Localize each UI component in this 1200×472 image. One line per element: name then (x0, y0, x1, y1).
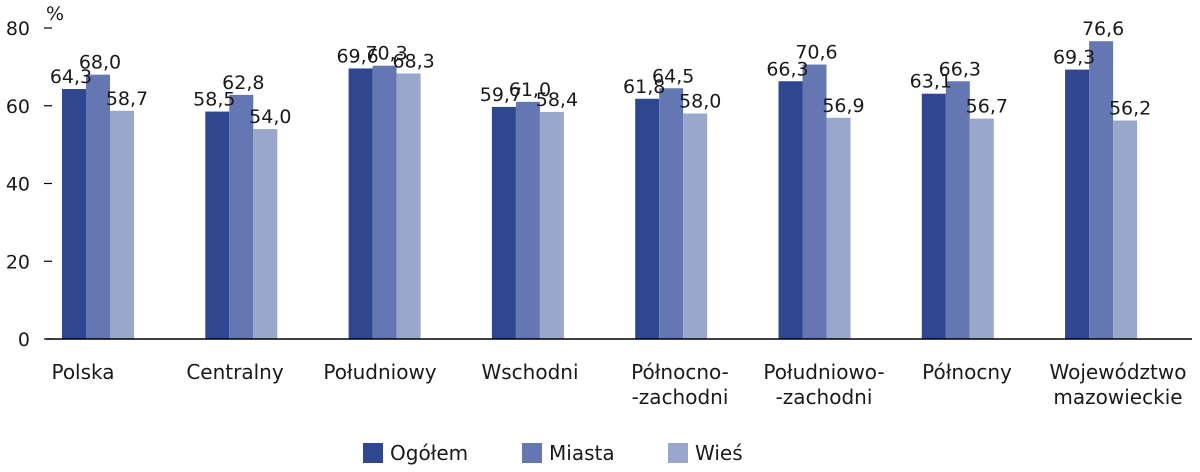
legend: Ogółem Miasta Wieś (363, 441, 743, 465)
legend-swatch (668, 443, 688, 463)
data-label: 58,0 (679, 91, 721, 113)
category-label: Województwo (1050, 360, 1187, 384)
bar (826, 117, 851, 340)
y-axis: 0 20 40 60 80 (6, 18, 52, 351)
y-tick-label: 0 (18, 329, 30, 351)
category-label: mazowieckie (1053, 385, 1182, 409)
bar (1089, 41, 1114, 339)
data-label: 69,6 (336, 45, 378, 67)
data-label: 66,3 (939, 58, 981, 80)
bar (372, 65, 397, 340)
legend-label: Wieś (695, 441, 743, 465)
data-label: 58,5 (193, 89, 235, 111)
data-label: 54,0 (249, 106, 291, 128)
bar (491, 106, 516, 339)
legend-label: Miasta (549, 441, 615, 465)
data-label: 70,6 (795, 42, 837, 64)
bar (539, 111, 564, 339)
bar (683, 113, 708, 340)
legend-swatch (363, 443, 383, 463)
category-labels: Polska Centralny Południowy Wschodni Północn… (51, 360, 1186, 409)
category-label: -zachodni (776, 385, 873, 409)
data-label: 56,9 (822, 95, 864, 117)
data-label: 62,8 (222, 72, 264, 94)
data-label: 63,1 (910, 71, 952, 93)
bar (110, 110, 134, 340)
bar (86, 74, 110, 340)
category-label: Południowy (323, 360, 436, 384)
data-label: 59,7 (480, 84, 522, 106)
category-label: Północno- (631, 360, 729, 384)
category-label: -zachodni (632, 385, 729, 409)
category-label: Południowo- (763, 360, 884, 384)
y-tick-label: 80 (6, 18, 30, 40)
data-label: 61,0 (509, 79, 551, 101)
bar (945, 81, 970, 339)
y-tick-label: 60 (6, 96, 30, 118)
y-tick-label: 20 (6, 251, 30, 273)
bar (515, 101, 540, 339)
legend-swatch (522, 443, 542, 463)
data-label: 56,7 (966, 96, 1008, 118)
bar (659, 88, 684, 339)
data-label: 70,3 (365, 43, 407, 65)
data-label: 68,0 (79, 52, 121, 74)
bar (253, 129, 278, 339)
bar (1065, 69, 1090, 339)
data-label: 76,6 (1082, 18, 1124, 40)
y-tick-label: 40 (6, 174, 30, 196)
category-label: Północny (922, 360, 1012, 384)
data-label: 69,3 (1053, 47, 1095, 69)
bar (802, 64, 827, 339)
data-label: 56,2 (1109, 98, 1151, 120)
bar (778, 81, 803, 339)
y-axis-unit-label: % (46, 3, 64, 25)
data-label: 68,3 (392, 50, 434, 72)
bar (62, 89, 86, 339)
bar (1113, 120, 1138, 340)
data-labels: 64,368,0 58,7 58,562,8 54,0 69,670,368,3 59,7… (50, 18, 1151, 128)
data-label: 61,8 (623, 76, 665, 98)
bar (969, 118, 994, 339)
bar (921, 93, 946, 339)
bar-groups (62, 41, 1138, 340)
data-label: 66,3 (766, 58, 808, 80)
bar (396, 73, 421, 339)
data-label: 64,3 (50, 66, 92, 88)
category-label: Wschodni (481, 360, 578, 384)
category-label: Polska (51, 360, 114, 384)
data-label: 64,5 (652, 65, 694, 87)
legend-label: Ogółem (390, 441, 468, 465)
data-label: 58,4 (536, 89, 578, 111)
bar (635, 98, 660, 339)
bar (348, 68, 373, 340)
category-label: Centralny (186, 360, 283, 384)
bar (229, 94, 254, 340)
data-label: 58,7 (106, 88, 148, 110)
bar (205, 111, 230, 339)
